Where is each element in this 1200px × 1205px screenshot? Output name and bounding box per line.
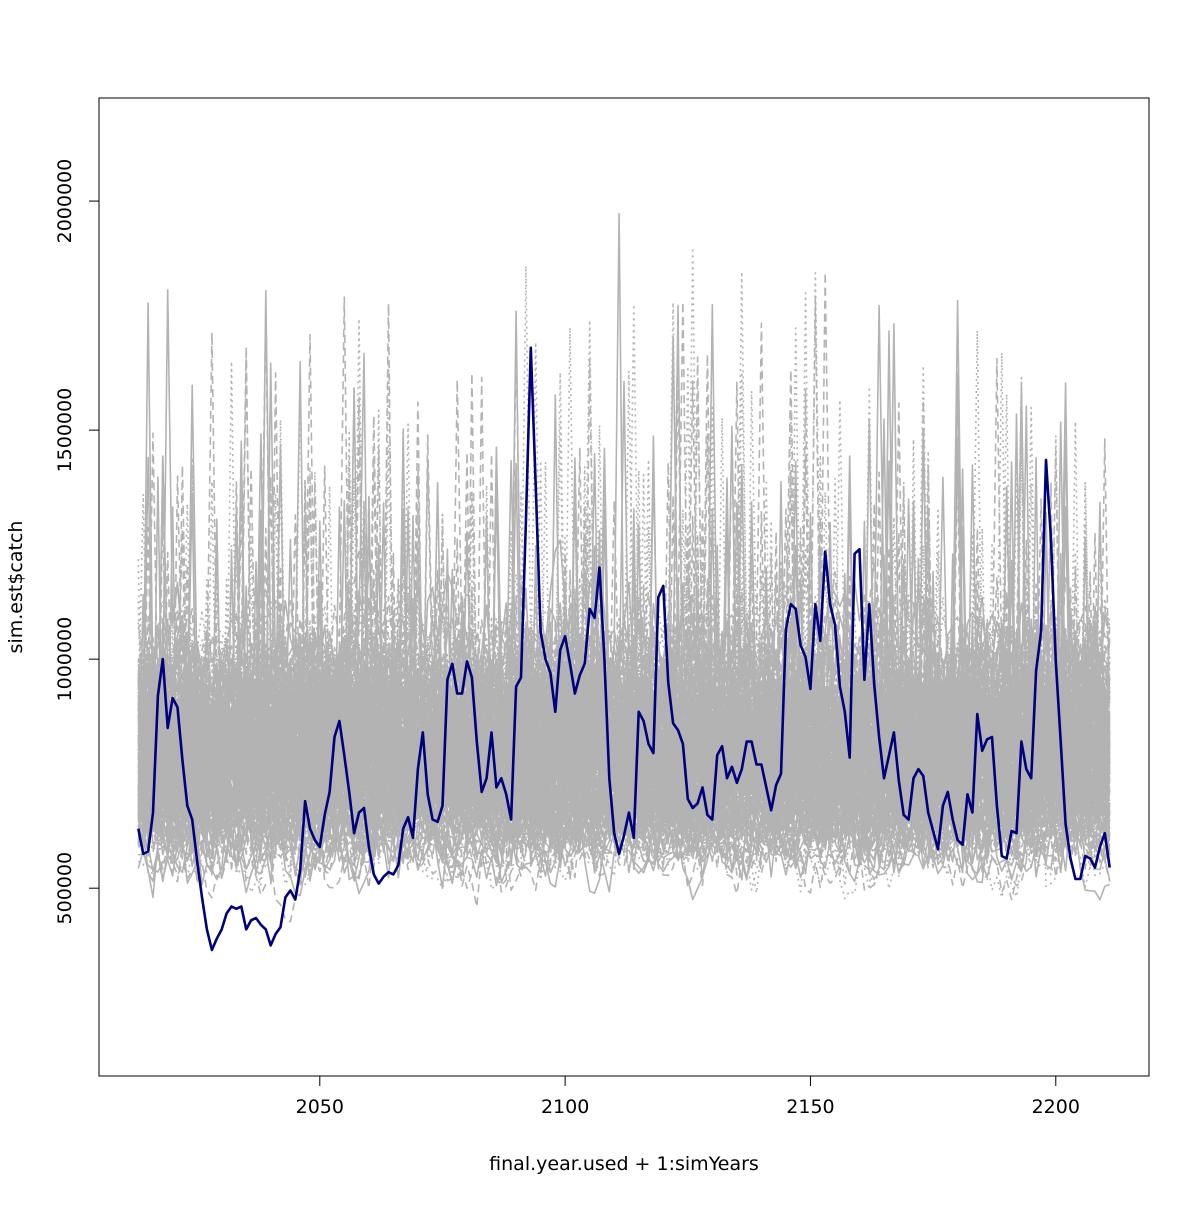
background-series-line	[137, 580, 1111, 923]
background-series-group	[137, 212, 1111, 923]
background-series-line	[137, 464, 1111, 857]
background-series-line	[137, 581, 1110, 821]
background-series-line	[138, 502, 1111, 788]
y-tick-label: 1000000	[54, 617, 76, 702]
background-series-line	[137, 345, 1111, 808]
highlight-series-group	[137, 346, 1111, 952]
x-tick-label: 2150	[786, 1096, 834, 1118]
background-series-line	[137, 526, 1111, 899]
x-tick-label: 2100	[541, 1096, 589, 1118]
highlight-series-line	[137, 346, 1111, 952]
background-series-line	[137, 390, 1111, 811]
background-series-line	[138, 542, 1111, 894]
background-series-line	[137, 507, 1111, 835]
x-tick-label: 2200	[1032, 1096, 1080, 1118]
x-tick-label: 2050	[296, 1096, 344, 1118]
background-series-line	[137, 292, 1111, 832]
background-series-line	[137, 434, 1111, 830]
background-series-line	[137, 459, 1111, 819]
y-tick-label: 2000000	[54, 159, 76, 244]
y-tick-label: 1500000	[54, 388, 76, 473]
y-axis-label: sim.est$catch	[5, 521, 27, 654]
background-series-line	[137, 688, 1111, 863]
background-series-line	[137, 471, 1111, 880]
x-axis-label: final.year.used + 1:simYears	[489, 1153, 759, 1175]
background-series-line	[137, 317, 1111, 822]
background-series-line	[137, 578, 1111, 895]
y-tick-label: 500000	[54, 852, 76, 925]
x-axis: 2050 2100 2150 2200	[296, 1075, 1080, 1118]
y-axis: 500000 1000000 1500000 2000000	[54, 159, 100, 925]
background-series-line	[137, 668, 1111, 882]
background-series-line	[137, 649, 1111, 865]
background-series-line	[137, 684, 1111, 886]
background-series-line	[137, 541, 1111, 886]
